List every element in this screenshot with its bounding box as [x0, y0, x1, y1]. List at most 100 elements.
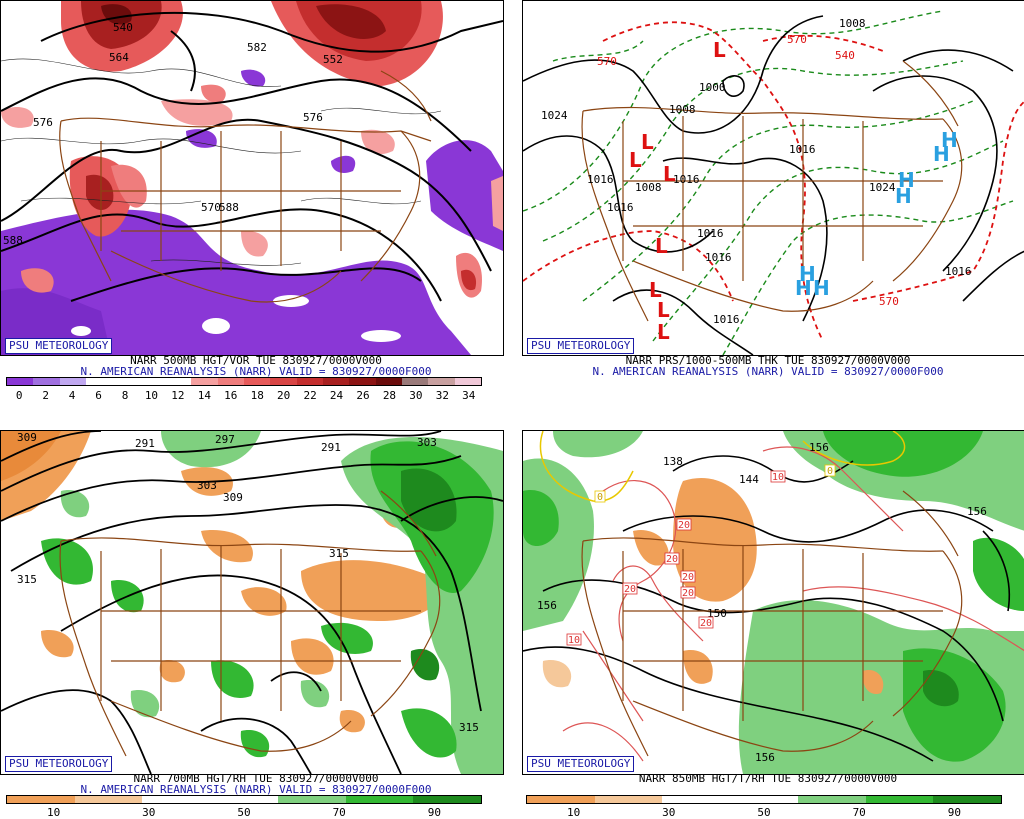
scale-swatch: [191, 378, 218, 385]
scale-swatch: [345, 796, 414, 803]
scale-swatch: [74, 796, 143, 803]
vorticity-color-scale: [6, 377, 482, 386]
psu-meteorology-label: PSU METEOROLOGY: [5, 756, 113, 772]
psu-meteorology-label: PSU METEOROLOGY: [5, 338, 113, 354]
height-label: 315: [329, 547, 349, 560]
scale-swatch: [138, 378, 165, 385]
pressure-label: 1000: [699, 81, 726, 94]
scale-tick-label: 50: [237, 806, 251, 819]
high-pressure-symbol: H: [795, 276, 812, 300]
height-label: 576: [303, 111, 323, 124]
temperature-label: 20: [678, 520, 690, 531]
scale-tick-label: 0: [15, 389, 23, 402]
scale-tick-label: 24: [329, 389, 344, 402]
panel-pressure-thickness: L L L L L L L L H H H H H H H 1024 1008 …: [522, 0, 1024, 356]
panel-700mb-rh: 309 291 297 291 303 303 309 315 315 315 …: [0, 430, 504, 775]
scale-swatch: [527, 796, 595, 803]
thickness-label: 570: [879, 295, 899, 308]
scale-swatch: [59, 378, 86, 385]
scale-tick-label: 34: [462, 389, 476, 402]
scale-tick-label: 90: [427, 806, 442, 819]
thickness-label: 570: [597, 55, 617, 68]
scale-swatch: [349, 378, 376, 385]
scale-tick-label: 70: [852, 806, 866, 819]
scale-tick-label: 28: [382, 389, 397, 402]
scale-swatch: [112, 378, 139, 385]
scale-tick-label: 10: [144, 389, 159, 402]
freezing-label: 0: [827, 466, 833, 477]
scale-swatch: [296, 378, 323, 385]
height-label: 156: [537, 599, 557, 612]
height-label: 570: [201, 201, 221, 214]
temperature-label: 20: [700, 618, 712, 629]
pressure-label: 1016: [705, 251, 732, 264]
height-label: 156: [809, 441, 829, 454]
panel4-title-line1: NARR 850MB HGT/T/RH TUE 830927/0000V000: [638, 772, 898, 785]
scale-tick-label: 70: [332, 806, 346, 819]
psu-meteorology-label: PSU METEOROLOGY: [527, 756, 635, 772]
scale-tick-label: 30: [662, 806, 676, 819]
rh-color-scale: [6, 795, 482, 804]
scale-swatch: [217, 378, 244, 385]
height-label: 540: [113, 21, 133, 34]
scale-swatch: [797, 796, 866, 803]
height-label: 291: [321, 441, 341, 454]
low-pressure-symbol: L: [657, 298, 670, 322]
panel2-title-line1: NARR PRS/1000-500MB THK TUE 830927/0000V…: [625, 354, 911, 367]
scale-swatch: [277, 796, 346, 803]
scale-tick-label: 30: [409, 389, 423, 402]
high-pressure-symbol: H: [933, 142, 950, 166]
thickness-label: 570: [787, 33, 807, 46]
scale-swatch: [164, 378, 192, 385]
pressure-thickness-map: L L L L L L L L H H H H H H H 1024 1008 …: [523, 1, 1024, 355]
scale-swatch: [865, 796, 934, 803]
scale-tick-label: 10: [46, 806, 61, 819]
height-label: 309: [17, 431, 37, 444]
scale-tick-label: 8: [121, 389, 129, 402]
scale-tick-label: 10: [566, 806, 581, 819]
scale-tick-label: 20: [277, 389, 291, 402]
high-pressure-symbol: H: [898, 168, 915, 192]
height-label: 576: [33, 116, 53, 129]
rh-700-map: 309 291 297 291 303 303 309 315 315 315: [1, 431, 503, 774]
panel3-title-line1: NARR 700MB HGT/RH TUE 830927/0000V000: [133, 772, 379, 785]
height-label: 156: [967, 505, 987, 518]
scale-tick-label: 16: [224, 389, 238, 402]
scale-swatch: [7, 796, 75, 803]
pressure-label: 1008: [669, 103, 696, 116]
pressure-label: 1016: [789, 143, 816, 156]
scale-tick-label: 12: [171, 389, 185, 402]
pressure-label: 1016: [607, 201, 634, 214]
scale-swatch: [270, 378, 297, 385]
temperature-label: 20: [682, 588, 694, 599]
temperature-label: 20: [682, 572, 694, 583]
low-pressure-symbol: L: [657, 320, 670, 344]
height-label: 552: [323, 53, 343, 66]
pressure-label: 1016: [697, 227, 724, 240]
height-label: 588: [3, 234, 23, 247]
pressure-label: 1008: [839, 17, 866, 30]
thickness-label: 540: [835, 49, 855, 62]
height-label: 309: [223, 491, 243, 504]
scale-swatch: [7, 378, 34, 385]
height-label: 138: [663, 455, 683, 468]
panel1-title-line2: N. AMERICAN REANALYSIS (NARR) VALID = 83…: [80, 365, 432, 378]
height-label: 315: [459, 721, 479, 734]
pressure-label: 1016: [713, 313, 740, 326]
scale-swatch: [210, 796, 278, 803]
pressure-label: 1024: [869, 181, 896, 194]
panel-850mb-temp-rh: 138 144 150 156 156 156 156 10 20 20 20 …: [522, 430, 1024, 775]
low-pressure-symbol: L: [641, 130, 654, 154]
temperature-label: 20: [666, 554, 678, 565]
pressure-label: 1016: [587, 173, 614, 186]
scale-swatch: [375, 378, 402, 385]
pressure-label: 1008: [635, 181, 662, 194]
scale-tick-label: 4: [68, 389, 76, 402]
height-label: 588: [219, 201, 239, 214]
low-pressure-symbol: L: [713, 38, 726, 62]
scale-tick-label: 18: [250, 389, 264, 402]
high-pressure-symbol: H: [895, 184, 912, 208]
scale-tick-label: 6: [95, 389, 102, 402]
height-label: 297: [215, 433, 235, 446]
temperature-label: 20: [624, 584, 636, 595]
